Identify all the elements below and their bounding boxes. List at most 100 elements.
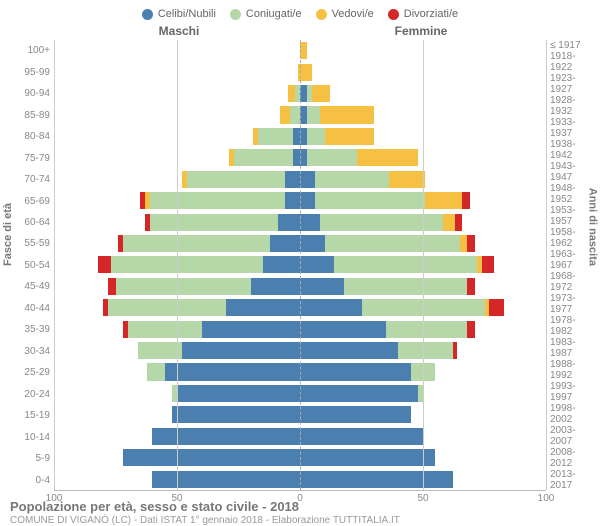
bar-segment (443, 214, 455, 231)
bar-segment (128, 321, 202, 338)
legend-swatch (316, 9, 327, 20)
bar-segment (425, 192, 462, 209)
bar-segment (460, 235, 467, 252)
bar-segment (182, 342, 300, 359)
bar-segment (300, 428, 423, 445)
age-labels: 100+95-9990-9485-8980-8475-7970-7465-696… (10, 40, 54, 491)
bar-segment (482, 256, 494, 273)
birth-label: 1993-1997 (550, 381, 590, 403)
legend-swatch (142, 9, 153, 20)
legend-label: Divorziati/e (404, 8, 458, 20)
x-tick: 50 (171, 493, 182, 504)
bar-segment (108, 299, 226, 316)
header-female: Femmine (300, 24, 542, 38)
birth-year-labels: ≤ 19171918-19221923-19271928-19321933-19… (546, 40, 590, 491)
bar-segment (300, 256, 334, 273)
birth-label: ≤ 1917 (550, 40, 590, 51)
birth-label: 1983-1987 (550, 337, 590, 359)
bar-segment (147, 363, 164, 380)
bar-segment (172, 406, 300, 423)
bar-segment (300, 449, 435, 466)
bar-segment (300, 235, 325, 252)
bar-segment (293, 128, 300, 145)
bar-segment (320, 106, 374, 123)
x-tick: 50 (417, 493, 428, 504)
bar-segment (98, 256, 110, 273)
y-axis-label-left: Fasce di età (2, 203, 14, 266)
bar-segment (334, 256, 477, 273)
birth-label: 1948-1952 (550, 183, 590, 205)
bar-segment (226, 299, 300, 316)
bar-segment (150, 192, 285, 209)
bar-segment (150, 214, 278, 231)
bar-segment (300, 385, 418, 402)
legend-item: Coniugati/e (230, 8, 302, 20)
legend-swatch (388, 9, 399, 20)
bar-segment (307, 106, 319, 123)
birth-label: 2013-2017 (550, 469, 590, 491)
grid-line (54, 40, 55, 490)
bar-segment (467, 278, 474, 295)
bar-segment (325, 128, 374, 145)
bar-segment (165, 363, 300, 380)
bar-segment (453, 342, 458, 359)
bar-segment (300, 342, 398, 359)
legend-item: Divorziati/e (388, 8, 458, 20)
birth-label: 1958-1962 (550, 227, 590, 249)
bar-segment (152, 471, 300, 488)
bar-segment (278, 214, 300, 231)
bar-segment (300, 171, 315, 188)
bar-segment (293, 149, 300, 166)
bar-segment (455, 214, 462, 231)
bar-segment (263, 256, 300, 273)
bar-segment (315, 192, 426, 209)
bar-segment (187, 171, 285, 188)
grid-line (546, 40, 547, 490)
age-label: 65-69 (10, 190, 50, 211)
population-pyramid-chart: Celibi/Nubili Coniugati/e Vedovi/e Divorzia… (0, 0, 600, 500)
x-tick: 100 (46, 493, 63, 504)
age-label: 35-39 (10, 319, 50, 340)
bar-segment (138, 342, 182, 359)
x-tick: 100 (538, 493, 555, 504)
bar-segment (325, 235, 460, 252)
bar-segment (234, 149, 293, 166)
bar-segment (258, 128, 292, 145)
bar-segment (344, 278, 467, 295)
age-label: 70-74 (10, 169, 50, 190)
age-label: 40-44 (10, 298, 50, 319)
bar-segment (300, 149, 307, 166)
birth-label: 1918-1922 (550, 51, 590, 73)
bar-segment (152, 428, 300, 445)
bar-segment (389, 171, 426, 188)
birth-label: 1968-1972 (550, 271, 590, 293)
legend-item: Celibi/Nubili (142, 8, 216, 20)
y-axis-label-right: Anni di nascita (586, 187, 598, 265)
bar-segment (320, 214, 443, 231)
legend-label: Vedovi/e (332, 8, 374, 20)
bar-segment (290, 106, 300, 123)
legend-swatch (230, 9, 241, 20)
birth-label: 1978-1982 (550, 315, 590, 337)
legend: Celibi/Nubili Coniugati/e Vedovi/e Divorzia… (10, 8, 590, 20)
bar-segment (307, 128, 324, 145)
bar-segment (300, 192, 315, 209)
age-label: 90-94 (10, 83, 50, 104)
age-label: 20-24 (10, 384, 50, 405)
age-label: 10-14 (10, 426, 50, 447)
bar-segment (116, 278, 251, 295)
birth-label: 1988-1992 (550, 359, 590, 381)
center-line (300, 40, 301, 490)
age-label: 25-29 (10, 362, 50, 383)
legend-item: Vedovi/e (316, 8, 374, 20)
bar-segment (300, 128, 307, 145)
bar-segment (300, 278, 344, 295)
bar-segment (300, 471, 453, 488)
age-label: 85-89 (10, 104, 50, 125)
bar-segment (467, 321, 474, 338)
age-label: 80-84 (10, 126, 50, 147)
birth-label: 1963-1967 (550, 249, 590, 271)
bar-segment (300, 42, 307, 59)
bar-segment (123, 449, 300, 466)
bar-segment (300, 85, 307, 102)
